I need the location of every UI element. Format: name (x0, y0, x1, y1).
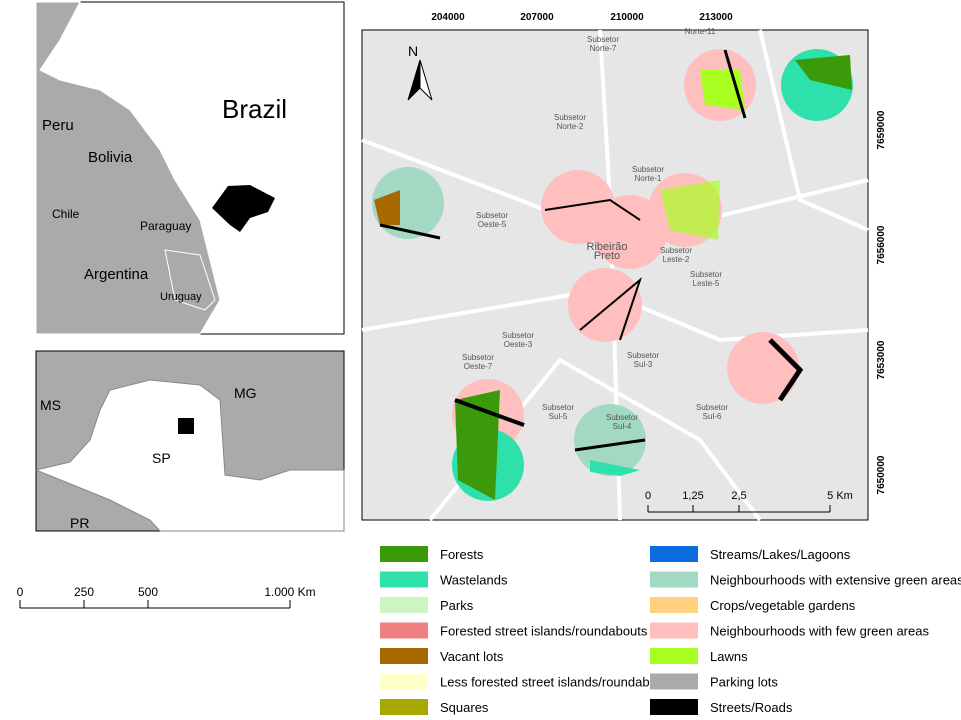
map-scale: 0 1,25 2,5 5 Km (645, 490, 853, 513)
district-label: Oeste-5 (478, 220, 507, 229)
legend-swatch (650, 622, 698, 639)
district-label: Leste-5 (693, 279, 720, 288)
label: MS (40, 397, 61, 413)
label: Brazil (222, 94, 287, 124)
legend-swatch (650, 648, 698, 664)
label: Paraguay (140, 219, 191, 233)
scale-bar: 0 250 500 1.000 Km (17, 585, 316, 609)
legend-label: Parks (440, 598, 474, 613)
district-label: Sul-6 (703, 412, 722, 421)
label: Peru (42, 117, 74, 134)
district-label: Subsetor (502, 331, 534, 340)
district-label: Norte-2 (557, 122, 584, 131)
scale-label: 500 (138, 585, 158, 599)
scale-label: 0 (645, 490, 651, 502)
label: Bolivia (88, 149, 133, 166)
district-label: Subsetor (587, 35, 619, 44)
legend-label: Parking lots (710, 675, 778, 690)
legend-label: Squares (440, 700, 489, 715)
legend-swatch (380, 648, 428, 664)
legend-label: Lawns (710, 649, 748, 664)
district-label: Norte-7 (590, 44, 617, 53)
x-coord: 204000 (431, 12, 465, 23)
district-label: Subsetor (554, 113, 586, 122)
legend-label: Neighbourhoods with few green areas (710, 624, 929, 639)
district-label: Leste-2 (663, 255, 690, 264)
label: SP (152, 450, 171, 466)
legend-swatch (380, 699, 428, 715)
district-label: Sul-5 (549, 412, 568, 421)
label: MG (234, 385, 257, 401)
study-area (178, 418, 194, 434)
scale-label: 2,5 (731, 490, 746, 502)
y-coord: 7659000 (876, 110, 887, 149)
legend-label: Less forested street islands/roundabouts (440, 675, 675, 690)
legend-label: Crops/vegetable gardens (710, 598, 856, 613)
legend-label: Neighbourhoods with extensive green area… (710, 573, 961, 588)
x-coord: 213000 (699, 12, 733, 23)
district-label: Oeste-7 (464, 362, 493, 371)
legend-swatch (650, 597, 698, 613)
legend-swatch (380, 622, 428, 639)
district-label: Subsetor (632, 165, 664, 174)
scale-label: 1,25 (682, 490, 703, 502)
district-label: Subsetor (660, 246, 692, 255)
label: Chile (52, 207, 80, 221)
legend-label: Forested street islands/roundabouts (440, 624, 648, 639)
scale-label: 0 (17, 585, 24, 599)
brazil-map: Brazil Peru Bolivia Chile Paraguay Argen… (35, 1, 345, 335)
district-label: Subsetor (476, 211, 508, 220)
legend-swatch (380, 571, 428, 588)
legend-swatch (380, 546, 428, 562)
legend-swatch (380, 597, 428, 613)
district-label: Oeste-3 (504, 340, 533, 349)
legend-label: Forests (440, 547, 484, 562)
district-label: Norte-1 (635, 174, 662, 183)
y-coord: 7650000 (876, 455, 887, 494)
x-coord: 210000 (610, 12, 644, 23)
legend-swatch (650, 699, 698, 715)
sao-paulo-state (212, 185, 275, 232)
legend-swatch (650, 546, 698, 562)
y-coord: 7656000 (876, 225, 887, 264)
scale-label: 1.000 Km (264, 585, 315, 599)
legend-swatch (650, 673, 698, 690)
north-label: N (408, 43, 418, 59)
label: Argentina (84, 266, 149, 283)
label: Uruguay (160, 291, 202, 303)
district-label: Sul-3 (634, 360, 653, 369)
district-label: Subsetor (627, 351, 659, 360)
legend-swatch (380, 673, 428, 690)
district-label: Subsetor (696, 403, 728, 412)
legend-label: Streams/Lakes/Lagoons (710, 547, 851, 562)
uruguay-shape (164, 249, 216, 311)
state-map: MS MG SP PR (34, 350, 345, 532)
sp-state (34, 379, 345, 532)
legend: Forests Wastelands Parks Forested street is… (380, 546, 961, 715)
district-label: Subsetor (462, 353, 494, 362)
district-label: Sul-4 (613, 422, 632, 431)
district-label: Subsetor (542, 403, 574, 412)
legend-swatch (650, 571, 698, 588)
x-coord: 207000 (520, 12, 554, 23)
legend-label: Streets/Roads (710, 700, 793, 715)
legend-label: Vacant lots (440, 649, 504, 664)
main-map: N 204000 207000 210000 213000 7659000 76… (361, 12, 887, 522)
scale-label: 5 Km (827, 490, 853, 502)
label: PR (70, 515, 89, 531)
scale-label: 250 (74, 585, 94, 599)
district-label: Ribeirão (587, 241, 628, 253)
district-label: Subsetor (690, 270, 722, 279)
district-label: Norte-11 (685, 27, 716, 36)
district-label: Subsetor (606, 413, 638, 422)
y-coord: 7653000 (876, 340, 887, 379)
legend-label: Wastelands (440, 573, 508, 588)
district-label: Preto (594, 250, 620, 262)
sample-circles (372, 49, 853, 501)
